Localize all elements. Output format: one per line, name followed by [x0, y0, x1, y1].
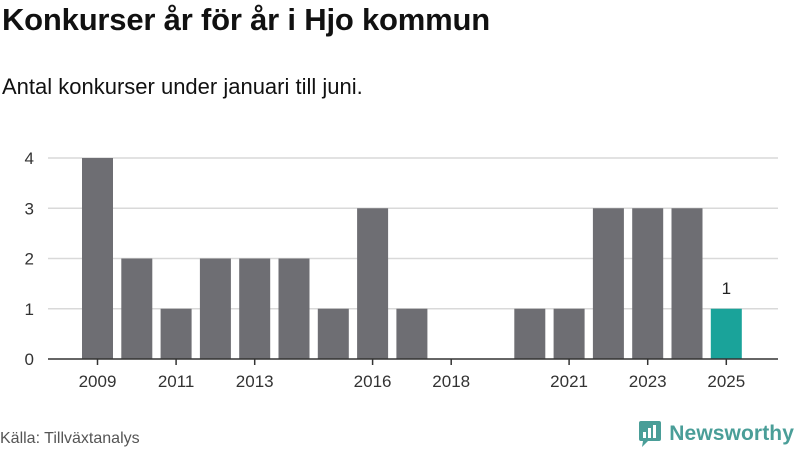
bar-2024 — [671, 208, 703, 359]
bar-2015 — [317, 308, 349, 359]
x-tick-label: 2011 — [158, 372, 195, 391]
x-tick-label: 2021 — [550, 372, 588, 391]
chart-subtitle: Antal konkurser under januari till juni. — [2, 74, 363, 99]
bar-2020 — [514, 308, 546, 359]
x-tick-label: 2025 — [707, 372, 745, 391]
brand-logo: Newsworthy — [637, 420, 794, 448]
bar-2011 — [160, 308, 192, 359]
y-tick-label: 2 — [25, 250, 34, 269]
bar-2021 — [553, 308, 585, 359]
brand-name: Newsworthy — [669, 422, 794, 445]
y-tick-label: 4 — [25, 149, 34, 168]
bar-2009 — [82, 158, 113, 359]
newsworthy-logo-icon — [639, 421, 662, 447]
chart-title: Konkurser år för år i Hjo kommun — [2, 2, 490, 37]
data-label-2025: 1 — [722, 279, 731, 298]
bar-2023 — [632, 208, 664, 359]
x-tick-label: 2018 — [432, 372, 470, 391]
x-tick-label: 2023 — [629, 372, 667, 391]
y-tick-label: 3 — [25, 199, 34, 218]
bar-2016 — [357, 208, 389, 359]
x-tick-label: 2016 — [354, 372, 392, 391]
x-tick-label: 2009 — [79, 372, 117, 391]
bar-2010 — [121, 258, 153, 359]
bar-2013 — [239, 258, 271, 359]
x-tick-label: 2013 — [236, 372, 274, 391]
y-tick-label: 1 — [25, 300, 34, 319]
bar-2022 — [592, 208, 624, 359]
bar-2012 — [199, 258, 231, 359]
y-tick-label: 0 — [25, 350, 34, 369]
bar-2025 — [710, 308, 742, 359]
source-note: Källa: Tillväxtanalys — [0, 430, 140, 447]
bar-2017 — [396, 308, 428, 359]
bar-2014 — [278, 258, 310, 359]
